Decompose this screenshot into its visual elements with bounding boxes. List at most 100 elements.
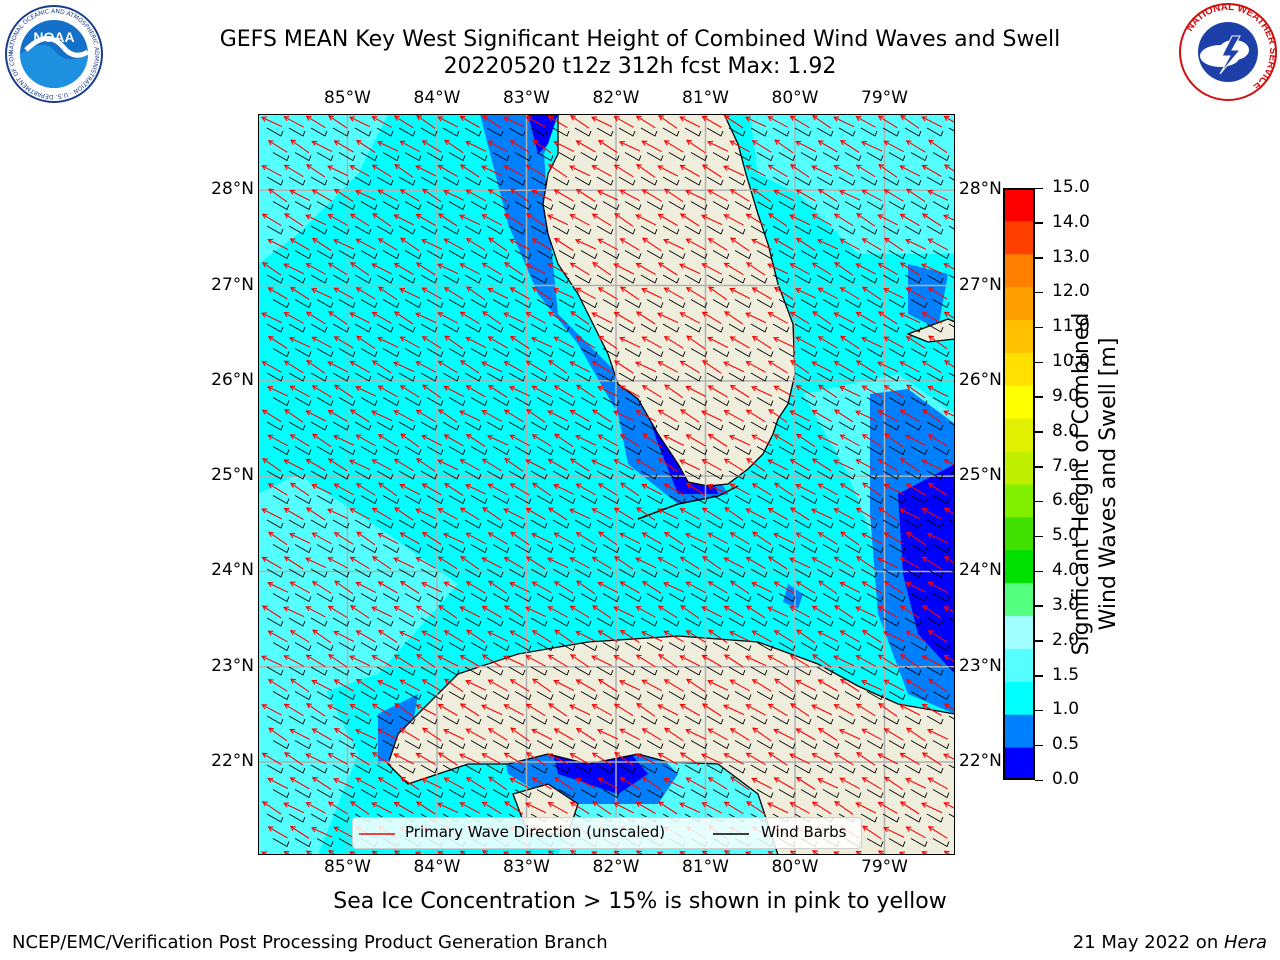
wind-barb: [624, 250, 642, 260]
wave-direction-arrow: [444, 581, 464, 594]
wave-direction-arrow: [284, 655, 304, 667]
wave-arrow-head: [525, 116, 532, 122]
wave-arrow-head: [905, 630, 912, 636]
wind-barb: [662, 470, 680, 480]
wave-arrow-head: [349, 213, 356, 219]
wave-direction-arrow: [416, 361, 436, 373]
wave-direction-arrow: [333, 778, 355, 789]
wave-direction-arrow: [328, 850, 337, 855]
wave-arrow-head: [422, 384, 429, 390]
wave-arrow-head: [371, 802, 378, 808]
wind-barb: [602, 544, 620, 554]
wave-direction-arrow: [796, 777, 816, 790]
wave-arrow-head: [437, 655, 444, 661]
wave-arrow-head: [773, 385, 780, 391]
wave-arrow-head: [531, 581, 538, 587]
wave-direction-arrow: [774, 777, 794, 790]
wave-arrow-head: [305, 164, 312, 170]
wave-arrow-head: [574, 777, 582, 784]
wind-barb: [888, 740, 906, 750]
wind-barb: [734, 642, 752, 652]
colorbar-tick-mark: [1035, 744, 1043, 747]
wave-direction-arrow: [576, 483, 596, 496]
wave-direction-arrow: [576, 532, 596, 545]
wind-barb: [888, 691, 906, 701]
wave-arrow-head: [751, 679, 758, 685]
wave-direction-arrow: [576, 287, 596, 300]
wave-arrow-head: [943, 360, 950, 366]
wind-barb: [910, 642, 928, 652]
wind-barb: [734, 495, 752, 505]
wave-direction-arrow: [724, 654, 744, 668]
wave-direction-arrow: [349, 851, 358, 855]
wave-arrow-head: [531, 482, 538, 489]
wave-arrow-head: [795, 532, 802, 538]
wave-direction-arrow: [460, 263, 480, 275]
wave-arrow-head: [811, 165, 818, 171]
wind-barb: [646, 299, 664, 309]
wave-arrow-head: [701, 654, 708, 661]
wave-direction-arrow: [796, 581, 816, 594]
wind-barb: [338, 397, 356, 407]
wave-arrow-head: [349, 556, 356, 562]
wave-arrow-head: [311, 237, 318, 244]
lat-tick-right: 27°N: [959, 274, 1002, 295]
wave-direction-arrow: [349, 655, 371, 667]
wave-arrow-head: [839, 630, 846, 636]
wave-arrow-head: [399, 728, 406, 734]
wave-arrow-head: [267, 287, 274, 293]
wave-direction-arrow: [328, 557, 348, 569]
wind-barb: [690, 789, 708, 799]
colorbar-tick-label: 9.0: [1052, 385, 1080, 406]
wind-barb: [486, 715, 504, 725]
wave-direction-arrow: [746, 704, 766, 716]
wave-direction-arrow: [883, 484, 905, 495]
wind-barb: [266, 568, 284, 578]
wave-direction-arrow: [701, 753, 723, 765]
wave-arrow-head: [509, 434, 516, 440]
wave-arrow-head: [311, 433, 318, 440]
wind-barb: [844, 789, 862, 799]
wave-direction-arrow: [283, 802, 305, 814]
wind-barb: [772, 470, 790, 480]
wind-barb: [794, 127, 812, 137]
wave-arrow-head: [811, 214, 818, 220]
colorbar-frame: [1003, 188, 1035, 780]
wave-arrow-head: [619, 728, 626, 734]
wind-barb: [794, 225, 812, 235]
wave-arrow-head: [569, 753, 576, 759]
wind-barb: [360, 446, 378, 456]
wave-direction-arrow: [460, 556, 480, 570]
wave-direction-arrow: [481, 704, 503, 716]
wave-direction-arrow: [306, 654, 326, 668]
wave-arrow-head: [905, 679, 912, 685]
wave-arrow-head: [570, 311, 577, 317]
wave-arrow-head: [525, 213, 532, 219]
wave-arrow-head: [591, 312, 598, 318]
wave-direction-arrow: [790, 802, 810, 814]
wave-direction-arrow: [400, 581, 420, 594]
wind-barb: [316, 838, 334, 848]
wave-arrow-head: [526, 409, 533, 415]
wind-barb: [420, 225, 438, 235]
wave-direction-arrow: [767, 459, 789, 471]
wave-direction-arrow: [306, 459, 326, 471]
wave-direction-arrow: [372, 459, 392, 471]
wave-arrow-head: [619, 629, 626, 636]
wind-barb: [266, 176, 284, 186]
wind-barb: [668, 348, 686, 358]
wave-direction-arrow: [444, 238, 464, 251]
wave-direction-arrow: [855, 606, 877, 618]
wave-direction-arrow: [466, 385, 486, 398]
wind-barb: [712, 397, 730, 407]
wave-arrow-head: [943, 703, 950, 709]
wave-direction-arrow: [482, 311, 502, 325]
wave-direction-arrow: [400, 189, 420, 202]
wind-barb: [426, 691, 444, 701]
wind-barb: [844, 593, 862, 603]
wind-barb: [398, 421, 416, 431]
wave-direction-arrow: [768, 556, 788, 570]
wave-arrow-head: [746, 458, 753, 464]
wave-arrow-head: [575, 679, 582, 685]
wave-arrow-head: [289, 825, 296, 832]
